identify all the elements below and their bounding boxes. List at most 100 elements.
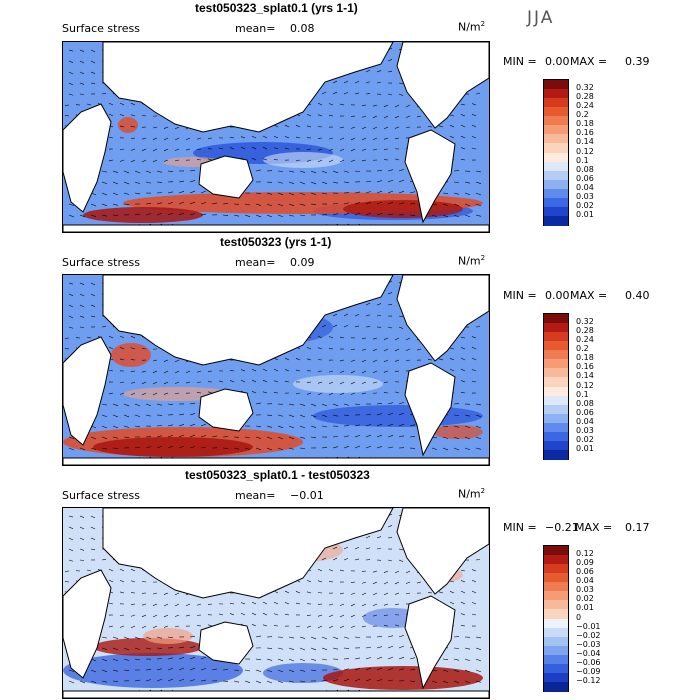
wind-vector (163, 392, 169, 395)
colorbar-tick-label: 0.2 (576, 344, 589, 354)
wind-vector (167, 434, 174, 438)
wind-vector (306, 625, 312, 628)
wind-vector (119, 159, 125, 162)
colorbar-cell (544, 152, 568, 163)
wind-vector (251, 601, 257, 605)
wind-vector (218, 613, 224, 616)
wind-vector (310, 170, 317, 174)
wind-vector (321, 403, 328, 407)
wind-vector (339, 592, 345, 595)
wind-vector (119, 568, 125, 572)
wind-vector (405, 581, 411, 584)
wind-vector (460, 601, 466, 605)
colorbar-cell (544, 170, 568, 181)
wind-vector (288, 414, 295, 418)
wind-vector (306, 346, 312, 350)
wind-vector (266, 214, 273, 218)
wind-vector (328, 348, 334, 350)
wind-vector (405, 115, 411, 118)
wind-vector (475, 680, 482, 683)
wind-vector (277, 447, 284, 451)
wind-vector (299, 436, 306, 439)
wind-vector (119, 125, 125, 128)
wind-vector (361, 625, 367, 628)
wind-vector (178, 657, 185, 660)
wind-vector (372, 104, 378, 107)
wind-vector (262, 368, 268, 372)
wind-vector (262, 146, 268, 150)
wind-vector (376, 536, 382, 539)
wind-vector (189, 413, 196, 416)
wind-vector (343, 636, 350, 639)
wind-vector (266, 680, 273, 684)
wind-vector (321, 446, 328, 449)
wind-vector (383, 570, 389, 573)
wind-vector (354, 313, 360, 317)
wind-vector (321, 658, 328, 661)
wind-vector (112, 436, 119, 439)
wind-vector (189, 635, 196, 638)
wind-vector (266, 647, 273, 649)
continent-africa (63, 103, 112, 213)
wind-vector (453, 192, 460, 195)
panel-1-colorbar (543, 79, 569, 226)
wind-vector (376, 82, 382, 84)
wind-vector (79, 537, 85, 541)
wind-vector (145, 181, 152, 184)
wind-vector (108, 602, 114, 605)
colorbar-tick-label: 0.1 (576, 389, 589, 399)
wind-vector (255, 169, 262, 172)
wind-vector (387, 435, 394, 438)
wind-vector (288, 214, 295, 217)
wind-vector (449, 135, 455, 139)
panel-3-min-label: MIN = (503, 521, 537, 534)
wind-vector (306, 591, 312, 594)
wind-vector (145, 414, 152, 417)
wind-vector (332, 546, 338, 550)
wind-vector (306, 148, 312, 150)
wind-vector (123, 425, 130, 428)
colorbar-tick-label: −0.09 (576, 666, 601, 676)
wind-vector (112, 403, 119, 406)
continent-south-america (404, 362, 456, 457)
wind-vector (152, 614, 158, 618)
wind-vector (123, 414, 130, 418)
wind-vector (398, 423, 405, 427)
wind-vector (471, 336, 477, 339)
wind-vector (79, 214, 86, 218)
wind-vector (174, 592, 180, 596)
wind-vector (134, 636, 141, 640)
colorbar-tick-label: 0.06 (576, 173, 594, 183)
wind-vector (288, 647, 295, 651)
wind-vector (365, 180, 372, 183)
wind-vector (79, 49, 85, 52)
wind-vector (387, 190, 394, 194)
colorbar-cell (544, 618, 568, 629)
wind-vector (211, 668, 218, 671)
stress-region (313, 405, 483, 427)
wind-vector (68, 526, 74, 529)
panel-2-field: Surface stress (62, 256, 140, 269)
wind-vector (79, 60, 85, 64)
wind-vector (361, 614, 367, 617)
stress-region (293, 375, 383, 393)
colorbar-tick-label: 0.32 (576, 83, 594, 93)
wind-vector (442, 425, 449, 428)
wind-vector (189, 446, 196, 449)
wind-vector (255, 402, 262, 405)
wind-vector (266, 436, 273, 440)
wind-vector (284, 380, 290, 383)
wind-vector (101, 425, 108, 429)
wind-vector (288, 170, 295, 173)
wind-vector (427, 359, 433, 361)
wind-vector (321, 647, 328, 650)
wind-vector (394, 104, 400, 108)
wind-vector (68, 60, 74, 63)
wind-vector (361, 603, 367, 607)
wind-vector (321, 414, 328, 417)
wind-vector (317, 102, 323, 106)
colorbar-cell (544, 215, 568, 226)
wind-vector (376, 213, 383, 216)
wind-vector (277, 192, 284, 196)
wind-vector (79, 315, 85, 318)
